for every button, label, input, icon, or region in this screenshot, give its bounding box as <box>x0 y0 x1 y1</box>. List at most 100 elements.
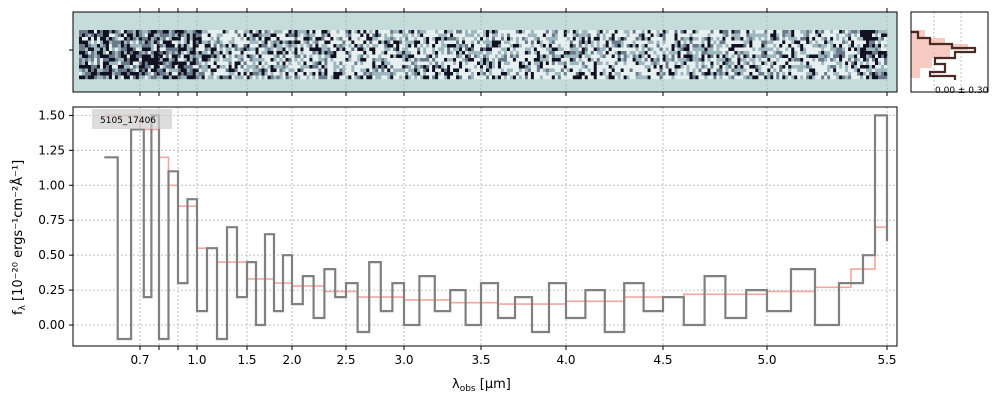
spectrum-2d-pixel <box>354 58 358 62</box>
spectrum-2d-pixel <box>264 37 268 41</box>
spectrum-2d-pixel <box>432 75 436 80</box>
spectrum-2d-pixel <box>872 72 876 76</box>
spectrum-2d-pixel <box>557 61 562 66</box>
spectrum-2d-pixel <box>219 61 223 66</box>
spectrum-2d-pixel <box>108 58 113 62</box>
spectrum-2d-pixel <box>581 47 586 52</box>
spectrum-2d-pixel <box>668 72 672 76</box>
spectrum-2d-pixel <box>704 37 708 41</box>
spectrum-2d-pixel <box>851 33 855 38</box>
spectrum-2d-pixel <box>764 47 768 52</box>
spectrum-2d-pixel <box>420 37 424 41</box>
spectrum-2d-pixel <box>456 65 460 69</box>
spectrum-2d-pixel <box>441 51 445 55</box>
spectrum-2d-pixel <box>141 68 146 73</box>
spectrum-2d-pixel <box>285 54 289 59</box>
spectrum-2d-pixel <box>737 68 741 73</box>
spectrum-2d-pixel <box>477 58 481 62</box>
spectrum-2d-pixel <box>252 47 256 52</box>
spectrum-2d-pixel <box>797 75 801 80</box>
spectrum-2d-pixel <box>710 37 714 41</box>
spectrum-2d-pixel <box>860 33 864 38</box>
spectrum-2d-pixel <box>785 40 789 45</box>
spectrum-2d-pixel <box>824 51 828 55</box>
spectrum-2d-pixel <box>267 40 271 45</box>
spectrum-2d-pixel <box>366 75 370 80</box>
spectrum-2d-pixel <box>677 33 681 38</box>
spectrum-2d-pixel <box>393 58 397 62</box>
spectrum-2d-pixel <box>530 47 535 52</box>
spectrum-2d-pixel <box>189 58 194 62</box>
spectrum-2d-pixel <box>471 51 475 55</box>
spectrum-2d-pixel <box>788 61 792 66</box>
spectrum-2d-pixel <box>432 51 436 55</box>
spectrum-2d-pixel <box>459 40 463 45</box>
spectrum-2d-pixel <box>270 72 274 76</box>
spectrum-2d-pixel <box>375 30 379 34</box>
spectrum-2d-pixel <box>770 37 774 41</box>
spectrum-2d-pixel <box>845 51 849 55</box>
spectrum-2d-pixel <box>381 58 385 62</box>
spectrum-2d-pixel <box>399 30 403 34</box>
spectrum-2d-pixel <box>108 65 113 69</box>
spectrum-2d-pixel <box>743 58 747 62</box>
spectrum-2d-pixel <box>141 33 146 38</box>
spectrum-2d-pixel <box>411 30 415 34</box>
spectrum-2d-pixel <box>629 61 633 66</box>
spectrum-2d-pixel <box>689 51 693 55</box>
spectrum-2d-pixel <box>779 47 783 52</box>
spectrum-2d-pixel <box>848 47 852 52</box>
spectrum-2d-pixel <box>79 54 83 59</box>
spectrum-2d-pixel <box>273 61 277 66</box>
spectrum-2d-pixel <box>81 37 86 41</box>
spectrum-2d-pixel <box>845 75 849 80</box>
spectrum-2d-pixel <box>539 65 544 69</box>
spectrum-2d-pixel <box>608 40 612 45</box>
spectrum-2d-pixel <box>512 30 517 34</box>
spectrum-2d-pixel <box>833 68 837 73</box>
spectrum-2d-pixel <box>375 68 379 73</box>
spectrum-2d-pixel <box>767 58 771 62</box>
spectrum-2d-pixel <box>713 37 717 41</box>
spectrum-2d-pixel <box>180 51 185 55</box>
spectrum-2d-pixel <box>830 33 834 38</box>
spectrum-2d-pixel <box>869 40 873 45</box>
spectrum-2d-pixel <box>779 68 783 73</box>
spectrum-2d-pixel <box>722 40 726 45</box>
spectrum-2d-pixel <box>542 54 547 59</box>
spectrum-2d-pixel <box>743 51 747 55</box>
spectrum-2d-pixel <box>695 58 699 62</box>
spectrum-2d-pixel <box>683 47 687 52</box>
spectrum-2d-pixel <box>779 54 783 59</box>
spectrum-2d-pixel <box>270 54 274 59</box>
spectrum-2d-pixel <box>620 37 624 41</box>
spectrum-2d-pixel <box>87 75 92 80</box>
spectrum-2d-pixel <box>312 30 316 34</box>
spectrum-2d-pixel <box>330 30 334 34</box>
spectrum-2d-pixel <box>438 40 442 45</box>
spectrum-2d-pixel <box>518 40 523 45</box>
spectrum-2d-pixel <box>372 33 376 38</box>
spectrum-2d-pixel <box>686 30 690 34</box>
spectrum-2d-pixel <box>135 72 140 76</box>
spectrum-2d-pixel <box>213 37 217 41</box>
spectrum-2d-pixel <box>770 33 774 38</box>
spectrum-2d-pixel <box>471 40 475 45</box>
spectrum-2d-pixel <box>288 65 292 69</box>
spectrum-2d-pixel <box>393 40 397 45</box>
spectrum-2d-pixel <box>423 54 427 59</box>
spectrum-2d-pixel <box>701 33 705 38</box>
spectrum-2d-pixel <box>800 61 804 66</box>
spectrum-2d-pixel <box>677 72 681 76</box>
spectrum-2d-pixel <box>426 30 430 34</box>
spectrum-2d-pixel <box>695 40 699 45</box>
spectrum-2d-pixel <box>117 65 122 69</box>
spectrum-2d-pixel <box>698 65 702 69</box>
spectrum-2d-pixel <box>794 61 798 66</box>
spectrum-2d-pixel <box>692 37 696 41</box>
spectrum-2d-pixel <box>324 33 328 38</box>
annotation-label: 5105_17406 <box>100 116 156 126</box>
spectrum-2d-pixel <box>836 75 840 80</box>
spectrum-2d-pixel <box>114 72 119 76</box>
spectrum-2d-pixel <box>839 44 843 48</box>
